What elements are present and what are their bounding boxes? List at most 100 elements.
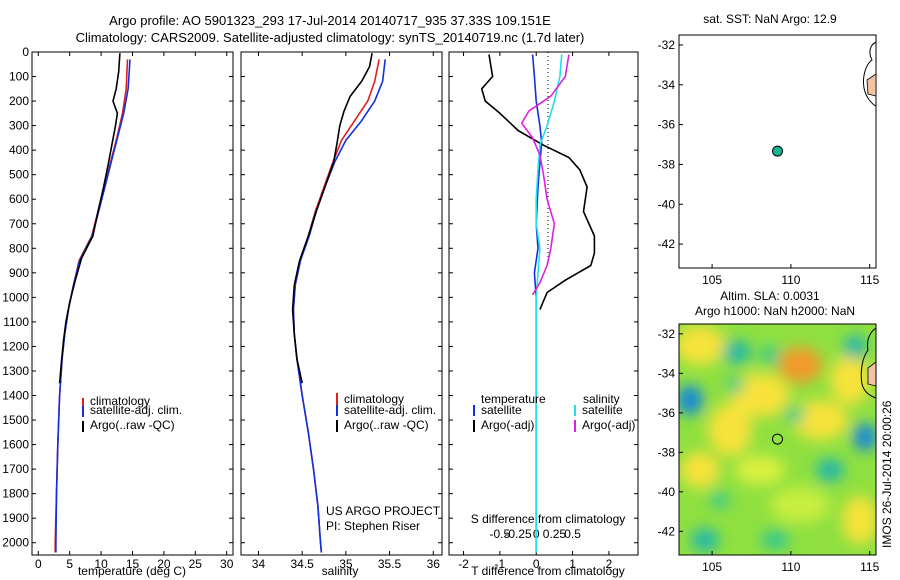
- temperature-tick-group: 0 5 10 15 20 25 30: [35, 52, 234, 571]
- x-tick-label: 20: [157, 557, 171, 571]
- series-line-satellite-adj-clim: [55, 59, 131, 553]
- x-tick-label: 25: [189, 557, 203, 571]
- salinity-legend: climatology satellite-adj. clim. Argo(..…: [336, 392, 436, 432]
- legend-satellite-label: satellite-adj. clim.: [344, 403, 436, 417]
- lat-tick-label: -36: [658, 406, 676, 420]
- x-tick-label: 35: [339, 557, 353, 571]
- x-tick-label: 2: [606, 557, 613, 571]
- difference-panel: -2 -1 0 1 2 -0.5-0.25 0 0.250.5 T difference f…: [448, 51, 639, 578]
- difference-depth-tick-group: [449, 51, 638, 544]
- sst-map: sat. SST: NaN Argo: 12.9 105 110 115 -32 -34…: [658, 12, 880, 287]
- legend-argo-label: Argo(..raw -QC): [344, 418, 429, 432]
- lon-tick-label: 105: [702, 273, 722, 287]
- x-tick-label: 0: [533, 557, 540, 571]
- difference-axes-frame: [448, 51, 639, 556]
- s-difference-tick-group: -0.5-0.25 0 0.250.5: [490, 527, 582, 541]
- lon-tick-label: 110: [781, 560, 800, 574]
- lat-tick-label: -32: [658, 38, 676, 52]
- salinity-panel: 34 34.5 35 35.5 36 salinity climatology sate…: [240, 51, 443, 578]
- x-tick-label: 15: [126, 557, 140, 571]
- depth-tick-label: 1500: [2, 413, 29, 427]
- sst-coastline: [863, 41, 877, 107]
- depth-tick-group: 0 100 200 300 400 500 600 700 800 900 1000 1100 1200…: [2, 45, 233, 550]
- legend-sal-satellite-label: satellite: [582, 403, 623, 417]
- difference-legend: temperature salinity satellite Argo(-adj…: [473, 392, 635, 432]
- pi-annotation: PI: Stephen Riser: [326, 519, 420, 533]
- x-tick-label: 34: [252, 557, 266, 571]
- argo-float-marker: [772, 433, 783, 445]
- x-tick-label: 1: [569, 557, 576, 571]
- x-tick-label: 30: [220, 557, 234, 571]
- depth-tick-label: 200: [9, 94, 29, 108]
- lat-tick-label: -42: [658, 237, 676, 251]
- sla-field: [679, 325, 876, 552]
- depth-tick-label: 1400: [2, 389, 29, 403]
- sst-map-title: sat. SST: NaN Argo: 12.9: [703, 12, 837, 26]
- lon-tick-label: 115: [860, 273, 879, 287]
- sla-heatmap: [679, 324, 876, 555]
- altimetry-title-line1: Altim. SLA: 0.0031: [720, 289, 820, 303]
- depth-tick-label: 100: [9, 70, 29, 84]
- altimetry-map-frame: [678, 323, 877, 556]
- depth-tick-label: 500: [9, 168, 29, 182]
- depth-tick-label: 1900: [2, 511, 29, 525]
- legend-temp-argo-label: Argo(-adj): [481, 418, 534, 432]
- s-tick-label: -0.25: [504, 527, 532, 541]
- series-line-climatology: [292, 59, 380, 553]
- salinity-xlabel: salinity: [322, 564, 359, 578]
- lat-tick-label: -34: [658, 366, 676, 380]
- series-line-salinity-satellite: [535, 54, 563, 553]
- legend-temperature-heading: temperature: [481, 392, 546, 406]
- x-tick-label: 0: [35, 557, 42, 571]
- lat-tick-label: -34: [658, 78, 676, 92]
- depth-tick-label: 700: [9, 217, 29, 231]
- lat-tick-label: -38: [658, 445, 676, 459]
- temperature-panel: 0100200300400500600700800900100011001200…: [2, 45, 233, 578]
- legend-salinity-heading: salinity: [583, 392, 620, 406]
- depth-tick-label: 1200: [2, 339, 29, 353]
- series-line-temperature-satellite: [531, 54, 543, 553]
- salinity-depth-tick-group: [241, 51, 442, 544]
- salinity-series-group: [291, 53, 386, 553]
- temperature-xlabel: temperature (deg C): [78, 564, 186, 578]
- s-tick-label: 0.25: [543, 527, 567, 541]
- temperature-legend: climatology satellite-adj. clim. Argo(..…: [82, 394, 182, 432]
- x-tick-label: 5: [66, 557, 73, 571]
- depth-tick-label: 1300: [2, 364, 29, 378]
- t-difference-xlabel: T difference from climatology: [471, 564, 625, 578]
- altimetry-coastline: [860, 327, 876, 399]
- s-tick-label: -0.5: [490, 527, 511, 541]
- x-tick-label: 35.5: [378, 557, 402, 571]
- legend-temp-satellite-label: satellite: [481, 403, 522, 417]
- figure-title-line1: Argo profile: AO 5901323_293 17-Jul-2014…: [109, 13, 551, 28]
- legend-satellite-label: satellite-adj. clim.: [90, 403, 182, 417]
- altimetry-land-patch: [867, 361, 876, 387]
- depth-tick-label: 400: [9, 143, 29, 157]
- series-line-satellite-adj-clim: [292, 59, 386, 553]
- series-line-argo-raw-qc: [291, 53, 373, 384]
- lon-tick-label: 105: [702, 560, 722, 574]
- altimetry-map: Altim. SLA: 0.0031 Argo h1000: NaN h2000…: [658, 289, 880, 574]
- s-difference-xlabel: S difference from climatology: [471, 512, 626, 526]
- altimetry-title-line2: Argo h1000: NaN h2000: NaN: [695, 304, 855, 318]
- lon-tick-label: 110: [781, 273, 800, 287]
- imos-timestamp: IMOS 26-Jul-2014 20:00:26: [880, 400, 894, 548]
- lon-tick-label: 115: [860, 560, 879, 574]
- lat-tick-label: -38: [658, 157, 676, 171]
- series-line-argo-raw-qc: [58, 53, 121, 384]
- depth-tick-label: 0: [22, 45, 29, 59]
- figure-title-line2: Climatology: CARS2009. Satellite-adjuste…: [75, 30, 585, 45]
- legend-climatology-label: climatology: [90, 394, 150, 408]
- depth-tick-label: 1000: [2, 290, 29, 304]
- legend-sal-argo-label: Argo(-adj): [582, 418, 635, 432]
- temperature-series-group: [54, 53, 131, 553]
- series-line-temperature-argo-adj: [480, 54, 596, 310]
- difference-series-group: [480, 54, 596, 553]
- lat-tick-label: -42: [658, 524, 676, 538]
- legend-climatology-label: climatology: [344, 392, 404, 406]
- x-tick-label: 34.5: [290, 557, 314, 571]
- depth-tick-label: 800: [9, 241, 29, 255]
- series-line-climatology: [54, 59, 129, 553]
- x-tick-label: 10: [94, 557, 108, 571]
